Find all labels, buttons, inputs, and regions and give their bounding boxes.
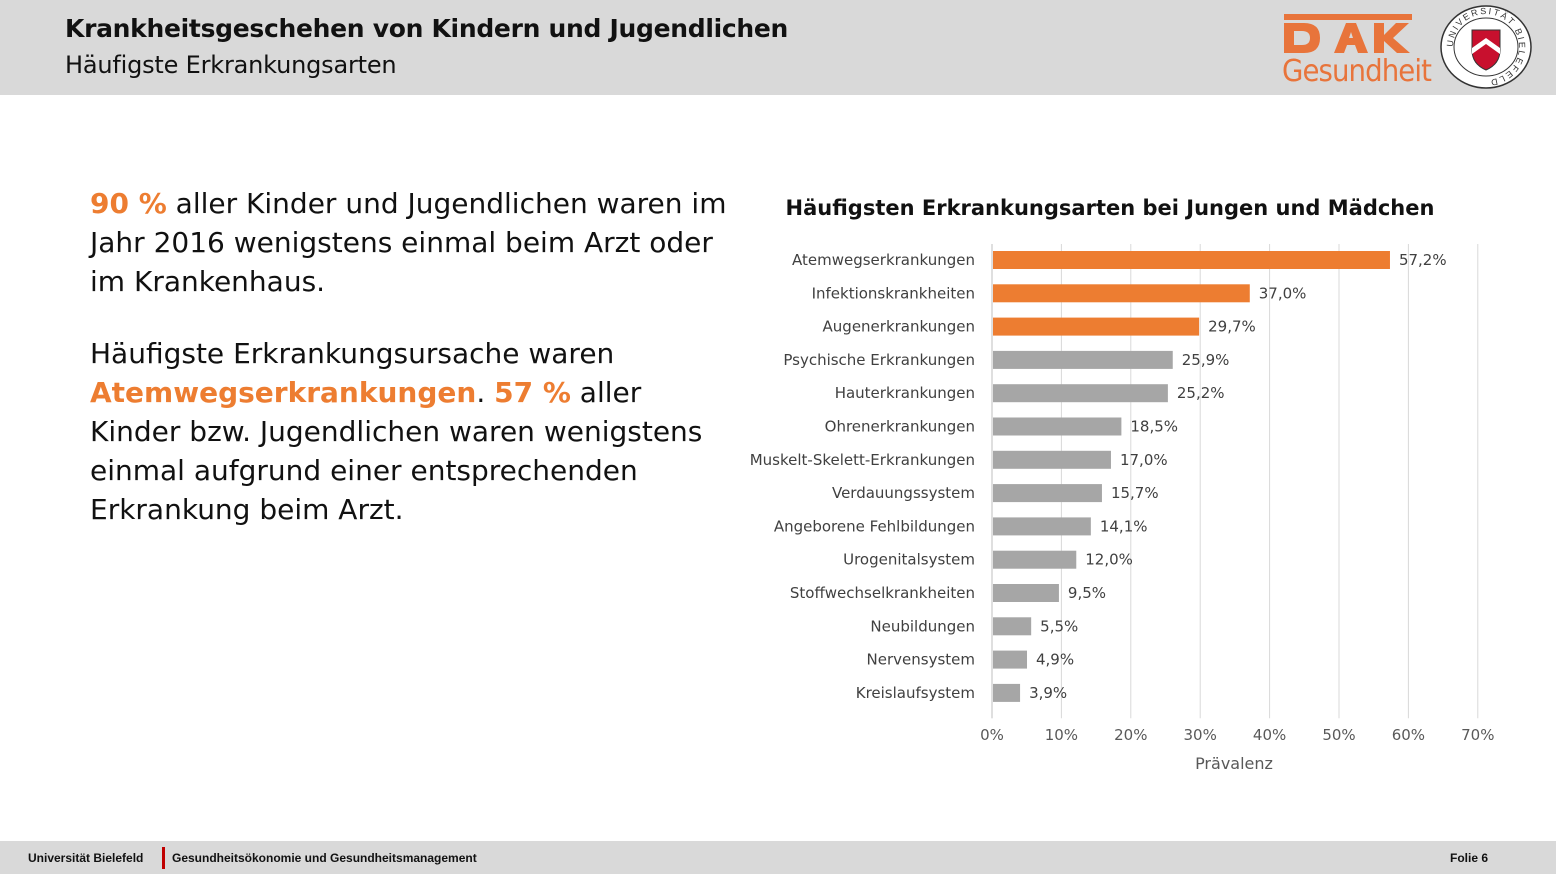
chart-category-labels: Atemwegserkrankungen Infektionskrankheite… — [750, 251, 975, 702]
bar — [993, 350, 1173, 369]
data-label: 12,0% — [1085, 551, 1133, 569]
slide-subtitle: Häufigste Erkrankungsarten — [65, 51, 397, 79]
dak-logo-mark — [1284, 14, 1412, 53]
x-tick-label: 0% — [980, 726, 1004, 744]
x-tick-label: 60% — [1392, 726, 1425, 744]
category-label: Urogenitalsystem — [843, 551, 975, 569]
data-label: 25,9% — [1182, 351, 1230, 369]
x-tick-label: 50% — [1322, 726, 1355, 744]
bar — [993, 617, 1032, 636]
data-label: 37,0% — [1259, 284, 1307, 302]
chart-title: Häufigsten Erkrankungsarten bei Jungen u… — [785, 196, 1435, 220]
data-label: 18,5% — [1130, 418, 1178, 436]
university-seal-icon: UNIVERSITÄT BIELEFELD — [1440, 5, 1532, 89]
bar — [993, 317, 1200, 336]
cause-highlight-disease: Atemwegserkrankungen — [90, 376, 477, 409]
bar — [993, 417, 1122, 436]
cause-text-start: Häufigste Erkrankungsursache waren — [90, 337, 615, 370]
category-label: Atemwegserkrankungen — [792, 251, 975, 269]
data-label: 15,7% — [1111, 484, 1159, 502]
footer-slide-number: Folie 6 — [1450, 851, 1489, 865]
footer-department: Gesundheitsökonomie und Gesundheitsmanag… — [172, 851, 477, 865]
chart-gridlines — [991, 244, 1479, 719]
x-tick-label: 10% — [1045, 726, 1078, 744]
category-label: Hauterkrankungen — [835, 384, 975, 402]
cause-highlight-percent: 57 % — [494, 376, 571, 409]
category-label: Neubildungen — [870, 617, 975, 635]
intro-highlight: 90 % — [90, 187, 167, 220]
x-tick-label: 40% — [1253, 726, 1286, 744]
data-label: 17,0% — [1120, 451, 1168, 469]
dak-logo-word: Gesundheit — [1282, 54, 1432, 89]
category-label: Angeborene Fehlbildungen — [774, 517, 975, 535]
intro-text: aller Kinder und Jugendlichen waren im J… — [90, 187, 727, 298]
bar — [993, 650, 1028, 669]
category-label: Psychische Erkrankungen — [783, 351, 975, 369]
data-label: 3,9% — [1029, 684, 1067, 702]
x-tick-label: 70% — [1461, 726, 1494, 744]
data-label: 14,1% — [1100, 517, 1148, 535]
footer-separator — [162, 847, 165, 869]
bar — [993, 251, 1390, 269]
chart-tick-labels: 0% 10% 20% 30% 40% 50% 60% 70% — [980, 726, 1494, 744]
category-label: Ohrenerkrankungen — [825, 418, 975, 436]
data-label: 57,2% — [1399, 251, 1447, 269]
data-label: 5,5% — [1040, 617, 1078, 635]
cause-paragraph: Häufigste Erkrankungsursache waren Atemw… — [90, 334, 730, 529]
data-label: 25,2% — [1177, 384, 1225, 402]
bar — [993, 450, 1111, 469]
data-label: 4,9% — [1036, 651, 1074, 669]
chart-data-labels: 57,2% 37,0%29,7% 25,9% 25,2% 18,5% 17,0% 15,7%… — [1029, 251, 1447, 702]
bar — [993, 517, 1091, 536]
slide-title: Krankheitsgeschehen von Kindern und Juge… — [65, 14, 789, 43]
dak-logo: Gesundheit — [1282, 14, 1432, 89]
category-label: Infektionskrankheiten — [812, 284, 975, 302]
chart-x-axis-label: Prävalenz — [1195, 754, 1273, 773]
category-label: Verdauungssystem — [832, 484, 975, 502]
category-label: Stoffwechselkrankheiten — [790, 584, 975, 602]
x-tick-label: 20% — [1114, 726, 1147, 744]
footer-university: Universität Bielefeld — [28, 851, 144, 865]
bar — [993, 550, 1077, 569]
bar — [993, 284, 1250, 303]
bar — [993, 584, 1059, 602]
data-label: 9,5% — [1068, 584, 1106, 602]
cause-text-mid: . — [476, 376, 495, 409]
bar — [993, 683, 1021, 702]
chart-bars — [993, 251, 1390, 702]
bar-chart: Atemwegserkrankungen Infektionskrankheite… — [750, 244, 1494, 773]
x-tick-label: 30% — [1184, 726, 1217, 744]
slide-footer: Universität Bielefeld Gesundheitsökonomi… — [0, 841, 1556, 874]
category-label: Kreislaufsystem — [856, 684, 975, 702]
cause-text-end: aller Kinder bzw. Jugendlichen waren wen… — [90, 376, 703, 526]
category-label: Muskelt-Skelett-Erkrankungen — [750, 451, 975, 469]
slide-header: Krankheitsgeschehen von Kindern und Juge… — [0, 0, 1556, 95]
data-label: 29,7% — [1208, 318, 1256, 336]
bar — [993, 484, 1102, 503]
bar — [993, 384, 1168, 403]
category-label: Augenerkrankungen — [823, 318, 975, 336]
intro-paragraph: 90 % aller Kinder und Jugendlichen waren… — [90, 184, 730, 301]
category-label: Nervensystem — [867, 651, 975, 669]
